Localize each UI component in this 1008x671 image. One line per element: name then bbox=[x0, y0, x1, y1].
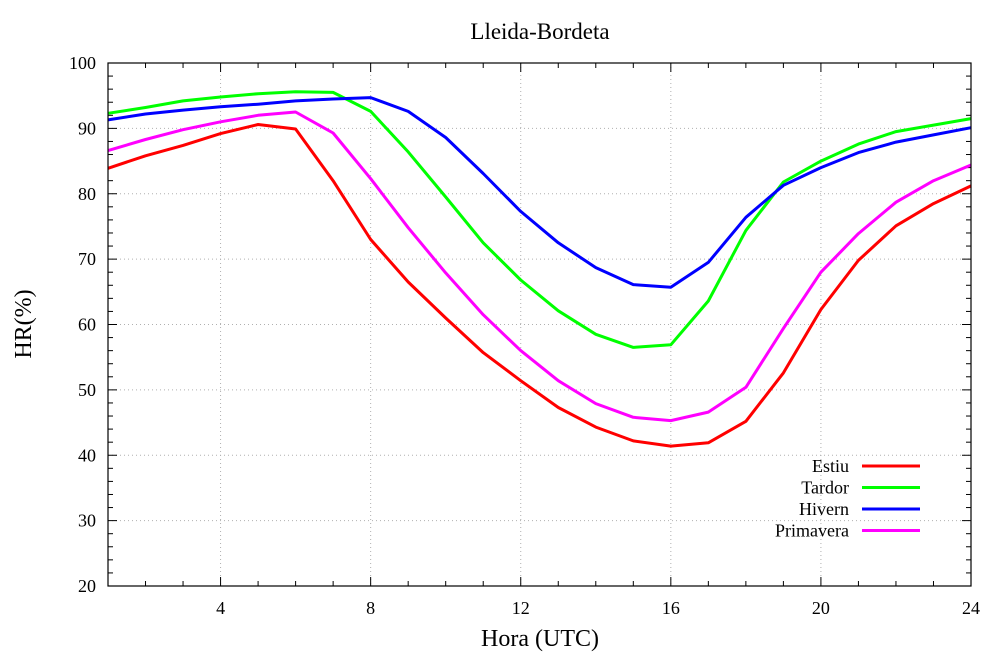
x-tick-label: 20 bbox=[812, 598, 830, 618]
tick-labels: 20 30 40 50 60 70 80 90 100 4 8 12 16 20 24 bbox=[69, 53, 980, 618]
y-tick-label: 50 bbox=[78, 380, 96, 400]
x-tick-label: 4 bbox=[216, 598, 225, 618]
axis-ticks bbox=[107, 62, 972, 587]
legend-label: Primavera bbox=[775, 521, 849, 541]
series-line-primavera bbox=[107, 110, 972, 423]
series-line-estiu bbox=[107, 123, 972, 448]
legend-label: Tardor bbox=[801, 478, 849, 498]
series-lines bbox=[107, 90, 972, 448]
legend-label: Hivern bbox=[799, 499, 849, 519]
x-tick-label: 12 bbox=[512, 598, 530, 618]
y-tick-label: 30 bbox=[78, 511, 96, 531]
chart-title: Lleida-Bordeta bbox=[470, 19, 609, 44]
x-tick-label: 16 bbox=[662, 598, 680, 618]
x-tick-label: 8 bbox=[366, 598, 375, 618]
y-tick-label: 70 bbox=[78, 249, 96, 269]
series-line-tardor bbox=[107, 90, 972, 349]
y-tick-label: 90 bbox=[78, 118, 96, 138]
x-tick-label: 24 bbox=[962, 598, 980, 618]
y-tick-label: 60 bbox=[78, 315, 96, 335]
y-tick-label: 80 bbox=[78, 184, 96, 204]
y-tick-label: 40 bbox=[78, 445, 96, 465]
y-tick-label: 100 bbox=[69, 53, 96, 73]
series-line-hivern bbox=[107, 96, 972, 289]
x-axis-label: Hora (UTC) bbox=[481, 626, 599, 652]
legend-label: Estiu bbox=[812, 456, 849, 476]
y-tick-label: 20 bbox=[78, 576, 96, 596]
y-axis-label: HR(%) bbox=[11, 289, 37, 358]
plot-frame bbox=[107, 62, 972, 587]
